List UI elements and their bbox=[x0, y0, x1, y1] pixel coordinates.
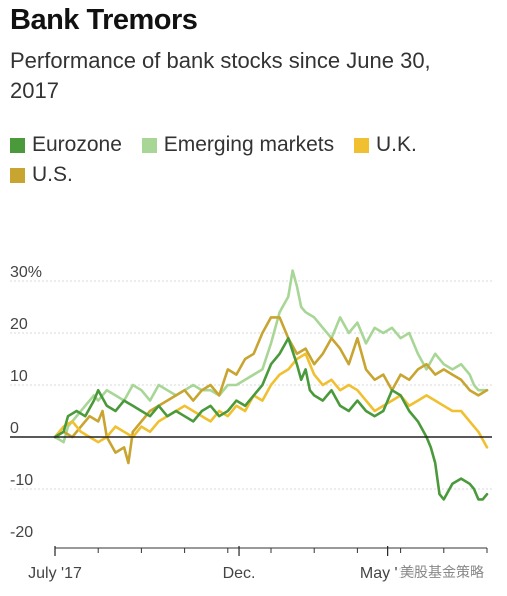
series-line-eurozone bbox=[53, 336, 489, 501]
y-tick-label: 30% bbox=[10, 264, 42, 281]
legend-label-emerging-markets: Emerging markets bbox=[163, 133, 335, 156]
x-tick-label: July '17 bbox=[28, 565, 82, 582]
grid-layer: 30% 20 10 0 -10 -20 bbox=[10, 264, 492, 541]
legend-item-uk: U.K. bbox=[353, 130, 417, 160]
y-tick-label: 0 bbox=[10, 420, 19, 437]
axis-layer: July '17 Dec. May '18 bbox=[10, 436, 492, 582]
series-line-emerging-markets bbox=[53, 269, 489, 444]
legend-swatch-eurozone bbox=[10, 137, 25, 153]
y-tick-label: -20 bbox=[10, 524, 33, 541]
legend-swatch-emerging-markets bbox=[141, 137, 157, 153]
chart-legend: Eurozone Emerging markets U.K. U.S. bbox=[10, 130, 490, 190]
legend-label-us: U.S. bbox=[32, 163, 73, 186]
chart-title: Bank Tremors bbox=[10, 4, 198, 36]
watermark: 美股基金策略 bbox=[398, 562, 486, 582]
legend-item-eurozone: Eurozone bbox=[10, 130, 122, 160]
legend-item-us: U.S. bbox=[10, 160, 73, 190]
legend-label-eurozone: Eurozone bbox=[32, 133, 122, 156]
y-tick-label: -10 bbox=[10, 472, 33, 489]
y-tick-label: 10 bbox=[10, 368, 28, 385]
legend-item-emerging-markets: Emerging markets bbox=[141, 130, 335, 160]
legend-swatch-us bbox=[10, 167, 25, 183]
chart-subtitle: Performance of bank stocks since June 30… bbox=[10, 48, 431, 103]
legend-swatch-uk bbox=[353, 137, 369, 153]
series-line-us bbox=[53, 316, 489, 465]
series-line-uk bbox=[53, 352, 489, 449]
series-layer bbox=[53, 269, 489, 501]
y-tick-label: 20 bbox=[10, 316, 28, 333]
x-tick-label: Dec. bbox=[223, 565, 256, 582]
legend-label-uk: U.K. bbox=[375, 133, 417, 156]
